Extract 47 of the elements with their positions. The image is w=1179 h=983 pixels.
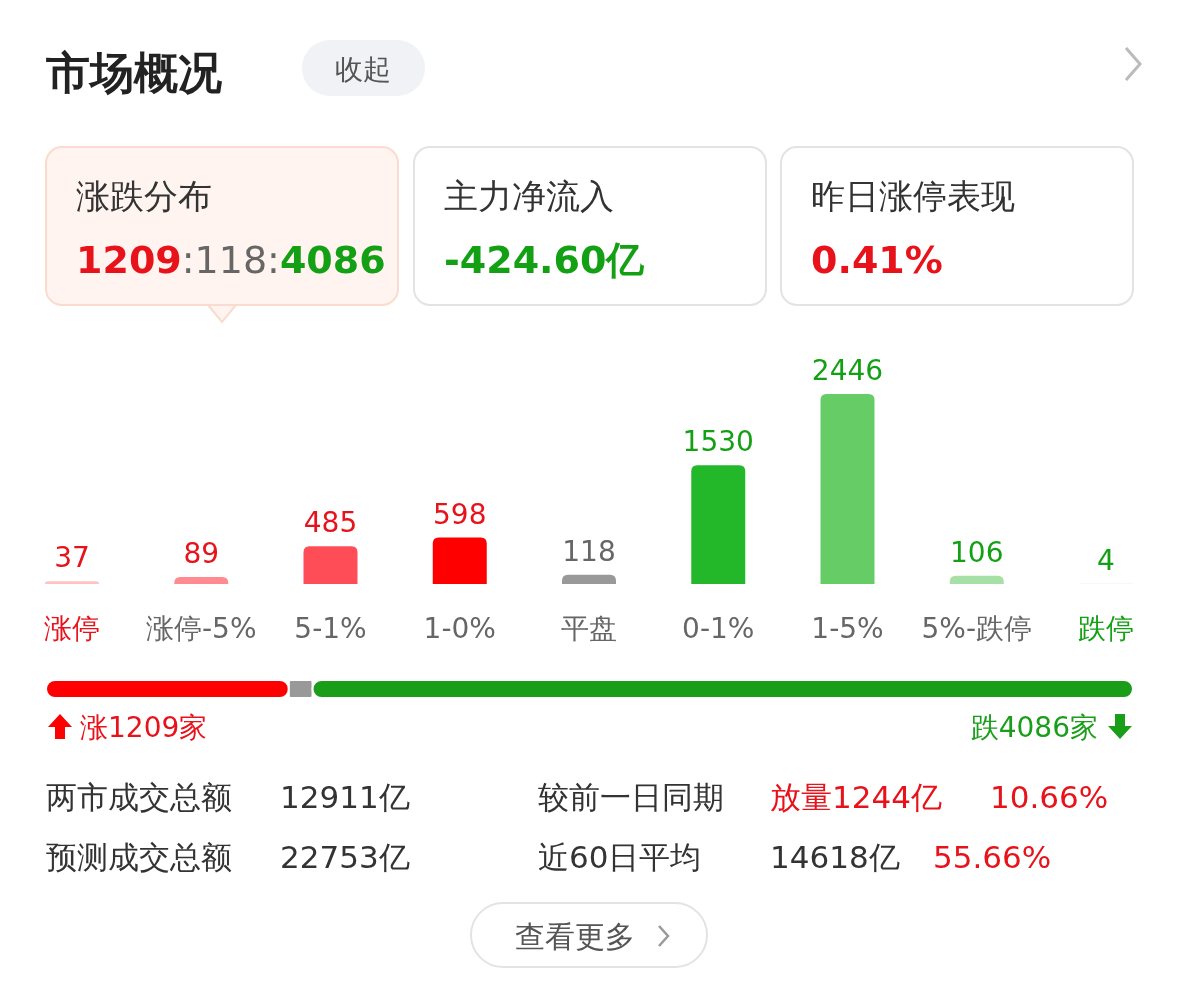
data-label: 37: [54, 541, 90, 575]
x-tick-label: 0-1%: [682, 612, 755, 645]
text: 12911亿: [280, 779, 410, 815]
data-label: 485: [303, 506, 358, 540]
text: 市场概况: [46, 47, 222, 98]
text: -424.60亿: [444, 238, 646, 282]
text: 1209:118:4086: [76, 238, 386, 282]
data-label: 89: [183, 537, 220, 571]
text: 主力净流入: [444, 176, 614, 216]
x-tick-label: 涨停-5%: [145, 612, 257, 645]
text: 55.66%: [933, 839, 1052, 875]
bar: [820, 394, 875, 584]
bar: [949, 575, 1004, 584]
text: 收起: [335, 53, 391, 86]
x-tick-label: 1-5%: [811, 612, 884, 645]
x-tick-label: 1-0%: [423, 612, 496, 645]
data-label: 4: [1097, 543, 1115, 577]
data-label: 1530: [682, 425, 754, 459]
text: 查看更多: [515, 919, 635, 954]
x-tick-label: 涨停: [44, 612, 100, 645]
text: 0.41%: [811, 238, 943, 282]
data-label: 106: [950, 535, 1004, 569]
text: 放量1244亿: [770, 779, 942, 815]
data-label: 598: [433, 497, 487, 531]
text: 跌4086家: [970, 711, 1098, 744]
text: 昨日涨停表现: [811, 176, 1015, 216]
data-label: 118: [562, 534, 616, 568]
text: 10.66%: [990, 779, 1109, 815]
text: 两市成交总额: [46, 779, 232, 815]
text: 较前一日同期: [538, 779, 724, 815]
x-tick-label: 5-1%: [294, 612, 367, 645]
bar: [174, 577, 229, 584]
bar: [562, 574, 616, 584]
text: 涨1209家: [80, 711, 208, 744]
bar: [432, 537, 487, 584]
data-label: 2446: [811, 354, 884, 387]
text: 14618亿: [770, 839, 900, 875]
bar: [45, 581, 99, 584]
text: 涨跌分布: [76, 176, 212, 216]
x-tick-label: 平盘: [561, 612, 617, 645]
x-tick-label: 跌停: [1078, 612, 1134, 645]
bar: [303, 546, 358, 584]
text: 预测成交总额: [46, 839, 232, 875]
x-tick-label: 5%-跌停: [921, 612, 1033, 645]
text: 近60日平均: [538, 839, 702, 875]
bar: [691, 465, 746, 584]
text: 22753亿: [280, 839, 410, 875]
